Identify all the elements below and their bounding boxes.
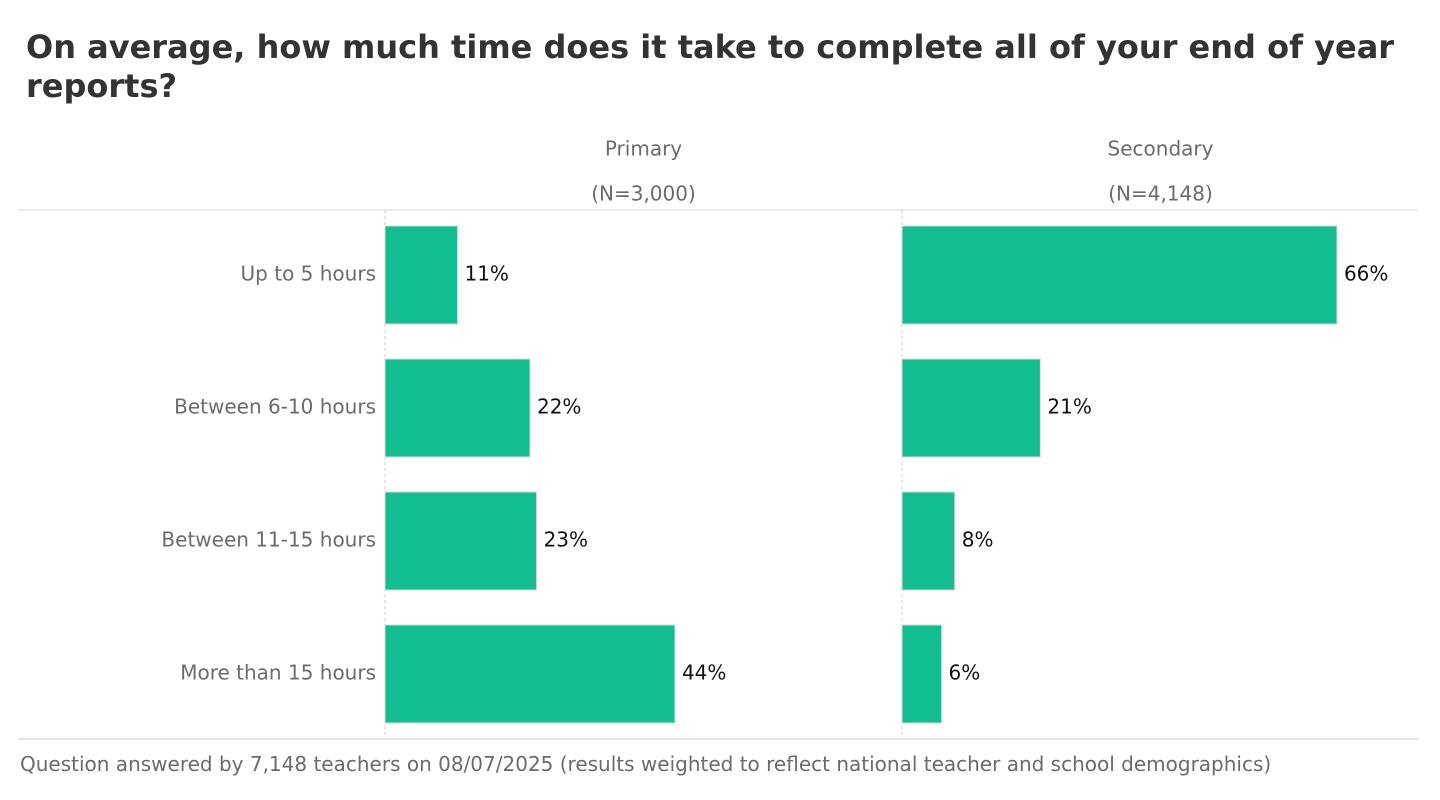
category-label-up-to-5-hours: Up to 5 hours	[241, 262, 376, 286]
secondary-value-label-up-to-5-hours: 66%	[1344, 262, 1388, 286]
secondary-bar-between-6-10-hours	[901, 358, 1041, 458]
primary-column-header: Primary	[605, 137, 682, 161]
chart-title: On average, how much time does it take t…	[26, 28, 1395, 105]
category-label-more-than-15-hours: More than 15 hours	[180, 661, 376, 685]
primary-value-label-between-6-10-hours: 22%	[537, 395, 581, 419]
secondary-column-header: Secondary	[1108, 137, 1214, 161]
primary-bar-between-6-10-hours	[384, 358, 531, 458]
secondary-bar-up-to-5-hours	[901, 225, 1338, 325]
chart-plot-area: Up to 5 hours Between 6-10 hours Between 1…	[161, 137, 1388, 739]
category-label-between-6-10-hours: Between 6-10 hours	[174, 395, 376, 419]
secondary-bar-between-11-15-hours	[901, 491, 956, 591]
secondary-sample-size: (N=4,148)	[1108, 182, 1213, 206]
primary-value-label-up-to-5-hours: 11%	[464, 262, 508, 286]
primary-bar-up-to-5-hours	[384, 225, 458, 325]
secondary-value-label-between-6-10-hours: 21%	[1047, 395, 1091, 419]
footnote: Question answered by 7,148 teachers on 0…	[20, 752, 1272, 776]
secondary-value-label-between-11-15-hours: 8%	[962, 528, 994, 552]
category-label-between-11-15-hours: Between 11-15 hours	[161, 528, 376, 552]
primary-bar-between-11-15-hours	[384, 491, 538, 591]
primary-sample-size: (N=3,000)	[591, 182, 696, 206]
primary-bar-more-than-15-hours	[384, 624, 676, 724]
secondary-bar-more-than-15-hours	[901, 624, 943, 724]
primary-value-label-more-than-15-hours: 44%	[682, 661, 726, 685]
secondary-value-label-more-than-15-hours: 6%	[949, 661, 981, 685]
primary-value-label-between-11-15-hours: 23%	[544, 528, 588, 552]
